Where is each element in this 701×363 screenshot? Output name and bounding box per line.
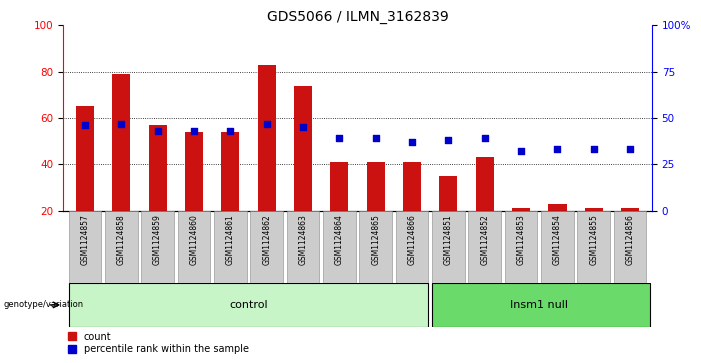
Point <box>625 147 636 152</box>
Bar <box>149 125 167 211</box>
Bar <box>360 211 392 283</box>
Bar <box>185 132 203 211</box>
Bar <box>432 283 650 327</box>
Bar <box>105 211 137 283</box>
Point <box>370 135 381 141</box>
Text: GSM1124856: GSM1124856 <box>625 214 634 265</box>
Point <box>225 128 236 134</box>
Point <box>79 122 90 128</box>
Bar <box>548 204 566 211</box>
Text: GSM1124853: GSM1124853 <box>517 214 526 265</box>
Bar <box>621 208 639 211</box>
Bar <box>440 176 458 211</box>
Point <box>479 135 490 141</box>
Bar <box>69 211 101 283</box>
Bar <box>141 211 174 283</box>
Text: GSM1124863: GSM1124863 <box>299 214 308 265</box>
Text: GSM1124852: GSM1124852 <box>480 214 489 265</box>
Point <box>515 148 526 154</box>
Text: genotype/variation: genotype/variation <box>4 301 83 309</box>
Bar <box>403 162 421 211</box>
Text: GSM1124854: GSM1124854 <box>553 214 562 265</box>
Text: GSM1124865: GSM1124865 <box>372 214 380 265</box>
Point <box>588 147 599 152</box>
Bar <box>367 162 385 211</box>
Bar <box>476 157 494 211</box>
Title: GDS5066 / ILMN_3162839: GDS5066 / ILMN_3162839 <box>266 11 449 24</box>
Text: GSM1124864: GSM1124864 <box>335 214 343 265</box>
Point <box>261 121 272 126</box>
Bar <box>294 86 312 211</box>
Text: GSM1124855: GSM1124855 <box>590 214 598 265</box>
Text: Insm1 null: Insm1 null <box>510 300 569 310</box>
Point <box>189 128 200 134</box>
Bar <box>432 211 465 283</box>
Bar <box>323 211 355 283</box>
Point <box>552 147 563 152</box>
Bar <box>505 211 538 283</box>
Bar <box>578 211 610 283</box>
Point <box>334 135 345 141</box>
Legend: count, percentile rank within the sample: count, percentile rank within the sample <box>68 331 249 355</box>
Bar <box>330 162 348 211</box>
Text: GSM1124851: GSM1124851 <box>444 214 453 265</box>
Bar <box>287 211 320 283</box>
Bar <box>614 211 646 283</box>
Point <box>443 137 454 143</box>
Point <box>297 124 308 130</box>
Text: GSM1124860: GSM1124860 <box>189 214 198 265</box>
Point <box>116 121 127 126</box>
Text: GSM1124861: GSM1124861 <box>226 214 235 265</box>
Bar <box>69 283 428 327</box>
Text: GSM1124862: GSM1124862 <box>262 214 271 265</box>
Text: GSM1124866: GSM1124866 <box>407 214 416 265</box>
Bar <box>468 211 501 283</box>
Point <box>152 128 163 134</box>
Bar <box>112 74 130 211</box>
Bar <box>257 65 275 211</box>
Bar <box>585 208 603 211</box>
Point <box>407 139 418 145</box>
Bar <box>177 211 210 283</box>
Bar <box>541 211 574 283</box>
Text: GSM1124859: GSM1124859 <box>153 214 162 265</box>
Text: GSM1124858: GSM1124858 <box>117 214 125 265</box>
Bar <box>76 106 94 211</box>
Text: control: control <box>229 300 268 310</box>
Bar <box>512 208 530 211</box>
Bar <box>214 211 247 283</box>
Bar <box>222 132 239 211</box>
Bar <box>395 211 428 283</box>
Bar <box>250 211 283 283</box>
Text: GSM1124857: GSM1124857 <box>81 214 90 265</box>
